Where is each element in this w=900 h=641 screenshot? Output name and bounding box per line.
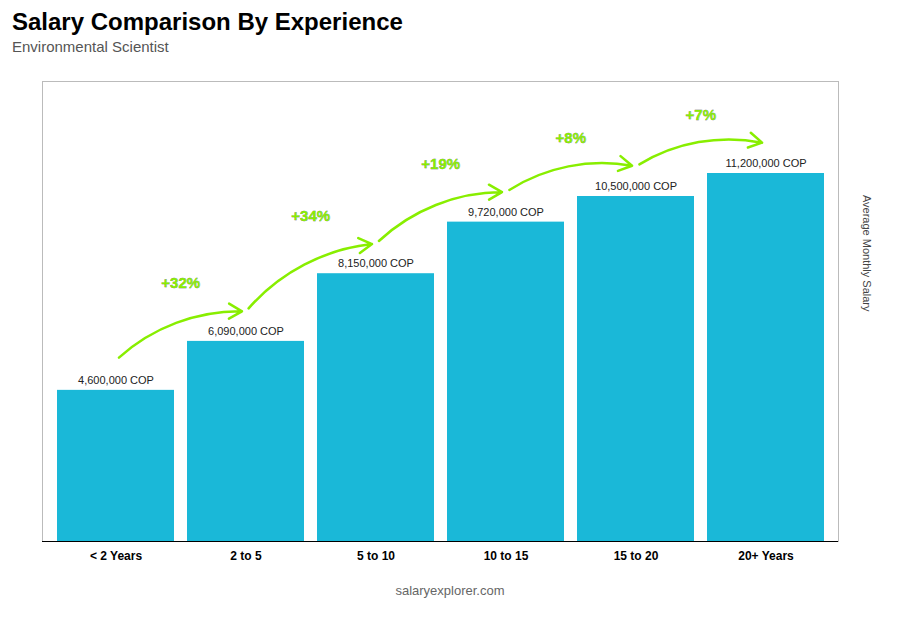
svg-text:+32%: +32% [161,274,200,291]
svg-text:Average Monthly Salary: Average Monthly Salary [861,195,873,312]
svg-text:2 to 5: 2 to 5 [230,549,262,563]
svg-text:10,500,000 COP: 10,500,000 COP [595,180,677,192]
svg-text:11,200,000 COP: 11,200,000 COP [725,157,806,169]
svg-text:10 to 15: 10 to 15 [484,549,529,563]
html-text:Environmental Scientist: Environmental Scientist [12,38,169,55]
svg-text:15 to 20: 15 to 20 [614,549,659,563]
html-text:salaryexplorer.com: salaryexplorer.com [395,583,505,598]
svg-text:+34%: +34% [291,207,330,224]
svg-text:+19%: +19% [421,155,460,172]
svg-text:20+ Years: 20+ Years [738,549,794,563]
html-text:Salary Comparison By Experienc: Salary Comparison By Experience [12,8,403,35]
svg-text:+8%: +8% [556,129,586,146]
svg-text:+7%: +7% [686,106,716,123]
svg-text:4,600,000 COP: 4,600,000 COP [78,374,154,386]
svg-text:9,720,000 COP: 9,720,000 COP [468,206,544,218]
svg-text:5 to 10: 5 to 10 [357,549,395,563]
svg-text:< 2 Years: < 2 Years [90,549,142,563]
svg-text:6,090,000 COP: 6,090,000 COP [208,325,284,337]
svg-text:8,150,000 COP: 8,150,000 COP [338,257,414,269]
